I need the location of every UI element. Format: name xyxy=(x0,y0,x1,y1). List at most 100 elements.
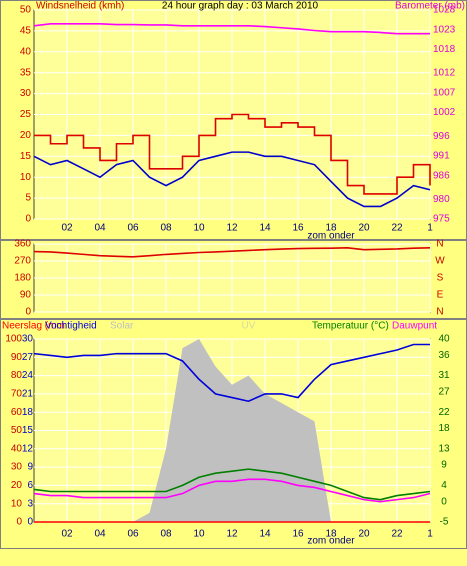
y2-tick-label: 1007 xyxy=(433,87,456,98)
y-tick-label: 30 xyxy=(20,88,32,99)
y2-tick-label: 27 xyxy=(438,387,450,398)
y-tick-label: 60 xyxy=(11,407,23,418)
y2-tick-label: 1018 xyxy=(433,44,456,55)
y2-tick-label: 31 xyxy=(438,370,450,381)
line xyxy=(33,151,431,208)
x-tick-label: 08 xyxy=(160,529,172,540)
line xyxy=(33,23,430,35)
y2-tick-label: 13 xyxy=(438,443,450,454)
y2-tick-label: 1002 xyxy=(433,107,456,118)
x-tick-label: 18 xyxy=(325,529,337,540)
legend-label: Temperatuur (°C) xyxy=(312,321,389,332)
y3-tick-label: 0 xyxy=(27,517,33,528)
y2-tick-label: N xyxy=(436,239,443,250)
y3-tick-label: 30 xyxy=(22,334,34,345)
y-tick-label: 80 xyxy=(11,370,23,381)
y3-tick-label: 15 xyxy=(22,425,34,436)
x-tick-label: 22 xyxy=(391,529,403,540)
y-tick-label: 90 xyxy=(20,290,32,301)
x-tick-label: 04 xyxy=(94,223,106,234)
y3-tick-label: 9 xyxy=(27,462,33,473)
y2-tick-label: 991 xyxy=(433,151,450,162)
y-tick-label: 10 xyxy=(20,172,32,183)
y-tick-label: 180 xyxy=(14,273,31,284)
y-tick-label: 0 xyxy=(16,517,22,528)
legend-label: Dauwpunt xyxy=(392,321,437,332)
y3-tick-label: 6 xyxy=(27,480,33,491)
line xyxy=(33,468,431,501)
x-tick-label: 02 xyxy=(61,223,73,234)
y-tick-label: 50 xyxy=(11,425,23,436)
y2-tick-label: 9 xyxy=(441,460,447,471)
y2-tick-label: 22 xyxy=(438,407,450,418)
y-tick-label: 40 xyxy=(11,443,23,454)
y-axis-title: Windsnelheid (kmh) xyxy=(36,1,124,12)
y2-tick-label: 40 xyxy=(438,334,450,345)
x-tick-label: 14 xyxy=(259,223,271,234)
y2-tick-label: 36 xyxy=(438,350,450,361)
legend-label: Neerslag (mm xyxy=(2,321,65,332)
y-tick-label: 70 xyxy=(11,389,23,400)
y2-axis-title: Barometer (mb) xyxy=(395,1,465,12)
y-tick-label: 100 xyxy=(5,334,22,345)
y-tick-label: 0 xyxy=(25,214,31,225)
y-tick-label: 5 xyxy=(25,193,31,204)
x-tick-label: 12 xyxy=(226,529,238,540)
y-tick-label: 40 xyxy=(20,46,32,57)
y2-tick-label: 996 xyxy=(433,131,450,142)
y2-tick-label: 975 xyxy=(433,214,450,225)
line xyxy=(34,113,431,195)
y2-tick-label: 986 xyxy=(433,170,450,181)
line xyxy=(33,246,431,258)
y-tick-label: 35 xyxy=(20,67,32,78)
y-tick-label: 270 xyxy=(14,256,31,267)
y2-tick-label: 0 xyxy=(441,496,447,507)
x-tick-label: 20 xyxy=(358,223,370,234)
annotation: zom onder xyxy=(307,536,355,547)
y-tick-label: 90 xyxy=(11,352,23,363)
y2-tick-label: S xyxy=(437,273,444,284)
y-tick-label: 50 xyxy=(20,5,32,16)
y3-tick-label: 12 xyxy=(22,443,34,454)
x-tick-label: 06 xyxy=(127,529,139,540)
line xyxy=(33,478,431,503)
y3-tick-label: 21 xyxy=(22,389,34,400)
y-tick-label: 45 xyxy=(20,26,32,37)
legend-label: Solar xyxy=(110,321,134,332)
y2-tick-label: W xyxy=(435,256,445,267)
x-tick-label: 20 xyxy=(358,529,370,540)
annotation: zom onder xyxy=(307,231,355,242)
y3-tick-label: 27 xyxy=(22,352,34,363)
x-tick-label: 10 xyxy=(193,529,205,540)
y2-tick-label: 18 xyxy=(438,423,450,434)
x-tick-label: 14 xyxy=(259,529,271,540)
y2-tick-label: 1023 xyxy=(433,24,456,35)
annotation: UV xyxy=(242,321,256,332)
x-tick-label: 18 xyxy=(325,223,337,234)
y2-tick-label: -5 xyxy=(440,517,449,528)
x-tick-label: 22 xyxy=(391,223,403,234)
y-tick-label: 0 xyxy=(25,307,31,318)
x-tick-label: 08 xyxy=(160,223,172,234)
line xyxy=(33,343,430,403)
x-tick-label: 10 xyxy=(193,223,205,234)
y-tick-label: 15 xyxy=(20,151,32,162)
y-tick-label: 10 xyxy=(11,498,23,509)
x-tick-label: 16 xyxy=(292,223,304,234)
y-tick-label: 20 xyxy=(11,480,23,491)
y2-tick-label: 1028 xyxy=(433,5,456,16)
y2-tick-label: 980 xyxy=(433,194,450,205)
area xyxy=(34,339,430,522)
x-tick-label: 04 xyxy=(94,529,106,540)
chart-title: 24 hour graph day : 03 March 2010 xyxy=(162,1,319,12)
x-tick-label: 12 xyxy=(226,223,238,234)
y2-tick-label: N xyxy=(436,307,443,318)
y-tick-label: 30 xyxy=(11,462,23,473)
x-tick-label: 1 xyxy=(427,223,433,234)
x-tick-label: 1 xyxy=(427,529,433,540)
y2-tick-label: E xyxy=(437,290,444,301)
y-tick-label: 20 xyxy=(20,130,32,141)
y3-tick-label: 24 xyxy=(22,370,34,381)
x-tick-label: 02 xyxy=(61,529,73,540)
